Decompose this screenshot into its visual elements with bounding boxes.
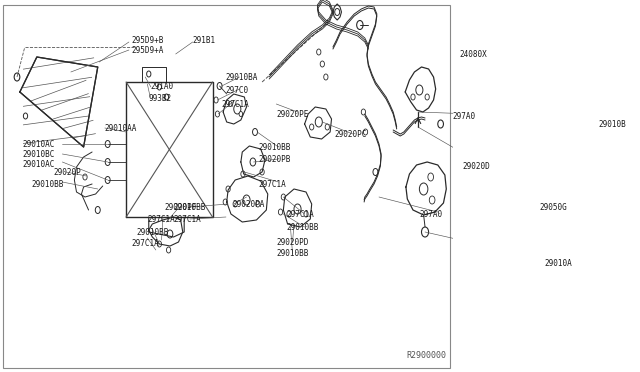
Circle shape bbox=[310, 124, 314, 130]
Text: 29020PE: 29020PE bbox=[276, 109, 308, 119]
Circle shape bbox=[320, 61, 324, 67]
Circle shape bbox=[95, 206, 100, 214]
Text: 291B1: 291B1 bbox=[193, 35, 216, 45]
Text: 29010AA: 29010AA bbox=[105, 124, 137, 132]
Text: 297C1A: 297C1A bbox=[173, 215, 202, 224]
Circle shape bbox=[324, 74, 328, 80]
Text: 297C1A: 297C1A bbox=[287, 209, 315, 218]
Circle shape bbox=[217, 83, 222, 90]
Circle shape bbox=[317, 49, 321, 55]
Circle shape bbox=[294, 204, 301, 214]
Text: 29020D: 29020D bbox=[463, 161, 490, 170]
Circle shape bbox=[105, 176, 110, 183]
Text: 29010B: 29010B bbox=[598, 119, 627, 128]
Circle shape bbox=[419, 183, 428, 195]
Text: 29010BB: 29010BB bbox=[137, 228, 169, 237]
Circle shape bbox=[105, 158, 110, 166]
Circle shape bbox=[157, 84, 161, 90]
Text: 29020P: 29020P bbox=[53, 167, 81, 176]
Circle shape bbox=[356, 20, 363, 29]
Circle shape bbox=[422, 227, 429, 237]
Circle shape bbox=[239, 112, 243, 116]
Circle shape bbox=[438, 120, 444, 128]
Circle shape bbox=[250, 158, 256, 166]
Text: 993B2: 993B2 bbox=[148, 93, 172, 103]
Text: 29010AC: 29010AC bbox=[22, 140, 55, 148]
Text: 29010BA: 29010BA bbox=[225, 73, 258, 81]
Circle shape bbox=[325, 124, 330, 130]
Text: 24080X: 24080X bbox=[459, 49, 487, 58]
Text: R2900000: R2900000 bbox=[406, 351, 446, 360]
Text: 29020PC: 29020PC bbox=[334, 129, 367, 138]
Circle shape bbox=[278, 209, 283, 215]
Circle shape bbox=[234, 104, 241, 114]
Circle shape bbox=[373, 169, 378, 176]
Text: 295D9+B: 295D9+B bbox=[131, 35, 163, 45]
Circle shape bbox=[228, 102, 232, 106]
Circle shape bbox=[260, 169, 264, 175]
Text: 29010BB: 29010BB bbox=[287, 222, 319, 231]
Circle shape bbox=[316, 117, 323, 127]
Circle shape bbox=[429, 196, 435, 204]
Circle shape bbox=[428, 173, 433, 181]
Circle shape bbox=[253, 128, 257, 135]
Circle shape bbox=[164, 94, 168, 100]
Circle shape bbox=[223, 199, 227, 205]
Circle shape bbox=[416, 85, 423, 95]
Circle shape bbox=[167, 230, 173, 238]
Circle shape bbox=[226, 186, 230, 192]
Text: 29050G: 29050G bbox=[540, 202, 568, 212]
Text: 297C1A: 297C1A bbox=[259, 180, 286, 189]
Circle shape bbox=[425, 94, 429, 100]
Circle shape bbox=[335, 9, 340, 16]
Text: 29010BB: 29010BB bbox=[259, 142, 291, 151]
Circle shape bbox=[362, 109, 365, 115]
Text: 29010A: 29010A bbox=[544, 260, 572, 269]
Circle shape bbox=[214, 97, 218, 103]
Circle shape bbox=[364, 129, 367, 135]
Text: 291A0: 291A0 bbox=[151, 81, 174, 90]
Text: 29020PB: 29020PB bbox=[259, 154, 291, 164]
Circle shape bbox=[24, 113, 28, 119]
Text: 297C1A: 297C1A bbox=[132, 240, 159, 248]
Text: 29010BB: 29010BB bbox=[173, 202, 206, 212]
Text: 29020PF: 29020PF bbox=[164, 202, 196, 212]
Text: 297A0: 297A0 bbox=[452, 112, 475, 121]
Circle shape bbox=[241, 171, 245, 177]
Circle shape bbox=[215, 111, 220, 117]
Circle shape bbox=[304, 211, 308, 217]
Circle shape bbox=[157, 241, 161, 247]
Circle shape bbox=[147, 71, 151, 77]
Text: 297C1A: 297C1A bbox=[147, 215, 175, 224]
Text: 29020PD: 29020PD bbox=[276, 237, 308, 247]
Text: 29010AC: 29010AC bbox=[22, 160, 55, 169]
Text: 29020PA: 29020PA bbox=[232, 199, 265, 208]
Text: 297C1A: 297C1A bbox=[221, 99, 249, 109]
Circle shape bbox=[281, 194, 285, 200]
Circle shape bbox=[83, 174, 87, 180]
Circle shape bbox=[105, 141, 110, 148]
Text: 29010BB: 29010BB bbox=[32, 180, 64, 189]
Circle shape bbox=[287, 211, 291, 217]
Circle shape bbox=[14, 73, 20, 81]
Text: 295D9+A: 295D9+A bbox=[131, 45, 163, 55]
Circle shape bbox=[243, 195, 250, 205]
Circle shape bbox=[256, 201, 260, 207]
Circle shape bbox=[166, 247, 171, 253]
Text: 297C0: 297C0 bbox=[225, 86, 248, 94]
Circle shape bbox=[411, 94, 415, 100]
Circle shape bbox=[233, 201, 237, 207]
Text: 29010BB: 29010BB bbox=[276, 250, 308, 259]
Text: 297A0: 297A0 bbox=[419, 209, 442, 218]
Text: 29010BC: 29010BC bbox=[22, 150, 55, 158]
